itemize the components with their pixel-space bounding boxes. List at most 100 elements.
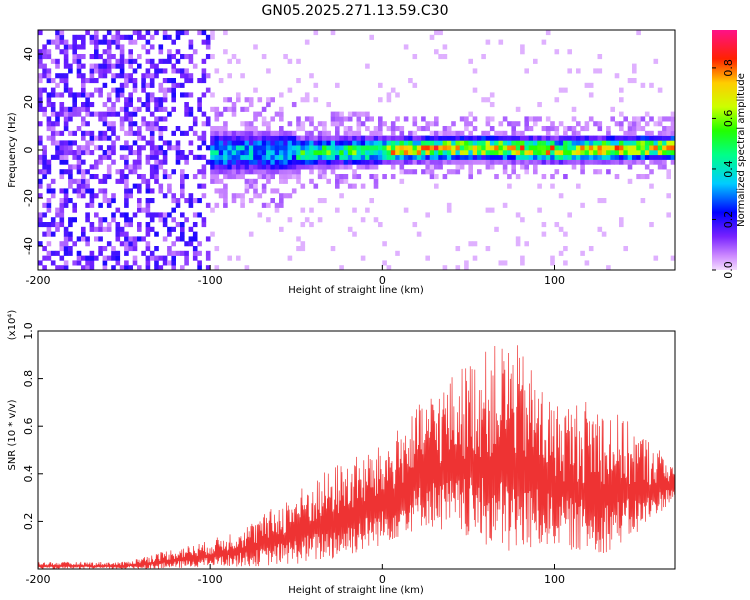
spectrogram-cell — [429, 135, 435, 141]
spectrogram-cell — [63, 241, 69, 247]
spectrogram-cell — [154, 231, 159, 237]
spectrogram-cell — [438, 135, 443, 141]
spectrogram-cell — [141, 82, 146, 88]
spectrogram-cell — [412, 145, 418, 151]
spectrogram-cell — [158, 188, 164, 194]
spectrogram-cell — [541, 39, 547, 45]
spectrogram-cell — [46, 188, 52, 194]
spectrogram-cell — [304, 159, 310, 165]
spectrogram-cell — [141, 116, 146, 122]
spectrogram-cell — [68, 217, 73, 223]
spectrogram-cell — [378, 135, 383, 141]
spectrogram-cell — [429, 154, 435, 160]
spectrogram-cell — [63, 140, 69, 146]
spectrogram-cell — [46, 222, 52, 228]
spectrogram-cell — [468, 159, 473, 165]
spectrogram-cell — [158, 49, 164, 55]
spectrogram-cell — [657, 130, 663, 136]
spectrogram-cell — [98, 154, 103, 160]
spectrogram-cell — [210, 130, 215, 136]
spectrogram-cell — [614, 150, 620, 156]
spectrogram-cell — [38, 97, 43, 103]
spectrogram-cell — [533, 58, 538, 64]
spectrogram-cell — [653, 145, 659, 151]
spectrogram-cell — [335, 159, 340, 165]
spectrogram-cell — [124, 193, 129, 199]
spectrogram-cell — [429, 174, 435, 180]
spectrogram-cell — [128, 121, 133, 127]
spectrogram-cell — [42, 159, 47, 165]
spectrogram-cell — [137, 97, 142, 103]
spectrogram-cell — [180, 193, 185, 199]
spectrogram-cell — [287, 130, 293, 136]
spectrogram-cell — [403, 145, 409, 151]
spectrogram-cell — [468, 154, 473, 160]
spectrogram-cell — [601, 140, 607, 146]
spectrogram-cell — [485, 150, 491, 156]
spectrogram-cell — [481, 145, 486, 151]
spectrogram-cell — [373, 183, 379, 189]
spectrogram-cell — [106, 44, 112, 50]
spectrogram-cell — [68, 116, 73, 122]
spectrogram-cell — [390, 135, 396, 141]
spectrogram-cell — [507, 154, 512, 160]
spectrogram-cell — [279, 92, 284, 98]
spectrogram-cell — [149, 126, 155, 132]
spectrogram-cell — [102, 246, 108, 252]
spectrogram-cell — [227, 73, 232, 79]
spectrogram-cell — [416, 150, 422, 156]
spectrogram-cell — [425, 164, 430, 170]
spectrogram-cell — [339, 193, 344, 199]
spectrogram-cell — [94, 49, 99, 55]
spectrogram-cell — [653, 255, 659, 261]
spectrogram-cell — [588, 135, 594, 141]
spectrogram-cell — [455, 150, 461, 156]
spectrogram-cell — [162, 68, 168, 74]
spectrogram-cell — [300, 241, 306, 247]
spectrogram-cell — [365, 116, 370, 122]
spectrogram-cell — [584, 150, 590, 156]
spectrogram-cell — [266, 217, 271, 223]
spectrogram-cell — [283, 169, 288, 175]
spectrogram-cell — [68, 222, 73, 228]
spectrogram-cell — [266, 121, 271, 127]
spectrogram-cell — [76, 188, 82, 194]
spectrogram-cell — [111, 102, 116, 108]
spectrogram-cell — [128, 92, 133, 98]
spectrogram-cell — [653, 159, 659, 165]
spectrogram-cell — [554, 150, 560, 156]
spectrogram-cell — [627, 150, 633, 156]
spectrogram-x-label: Height of straight line (km) — [288, 285, 424, 296]
spectrogram-cell — [283, 193, 288, 199]
spectrogram-cell — [261, 159, 267, 165]
spectrogram-cell — [296, 169, 301, 175]
spectrogram-cell — [601, 198, 607, 204]
spectrogram-cell — [223, 169, 228, 175]
spectrogram-cell — [343, 130, 349, 136]
spectrogram-cell — [38, 30, 43, 36]
spectrogram-cell — [63, 39, 69, 45]
spectrogram-cell — [550, 135, 555, 141]
spectrogram-cell — [197, 97, 202, 103]
spectrogram-cell — [197, 250, 202, 256]
spectrogram-cell — [46, 250, 52, 256]
spectrogram-cell — [175, 222, 181, 228]
spectrogram-cell — [231, 140, 237, 146]
spectrogram-cell — [137, 159, 142, 165]
spectrogram-cell — [38, 58, 43, 64]
spectrogram-cell — [94, 226, 99, 232]
spectrogram-cell — [425, 135, 430, 141]
spectrogram-cell — [175, 58, 181, 64]
spectrogram-cell — [373, 145, 379, 151]
spectrogram-cell — [537, 207, 542, 213]
spectrogram-cell — [309, 130, 314, 136]
spectrogram-cell — [666, 154, 671, 160]
spectrogram-cell — [89, 130, 95, 136]
spectrogram-cell — [515, 150, 521, 156]
spectrogram-cell — [231, 174, 237, 180]
spectrogram-cell — [137, 164, 142, 170]
spectrogram-cell — [55, 140, 60, 146]
spectrogram-cell — [558, 159, 564, 165]
spectrogram-cell — [550, 154, 555, 160]
spectrogram-cell — [94, 34, 99, 40]
